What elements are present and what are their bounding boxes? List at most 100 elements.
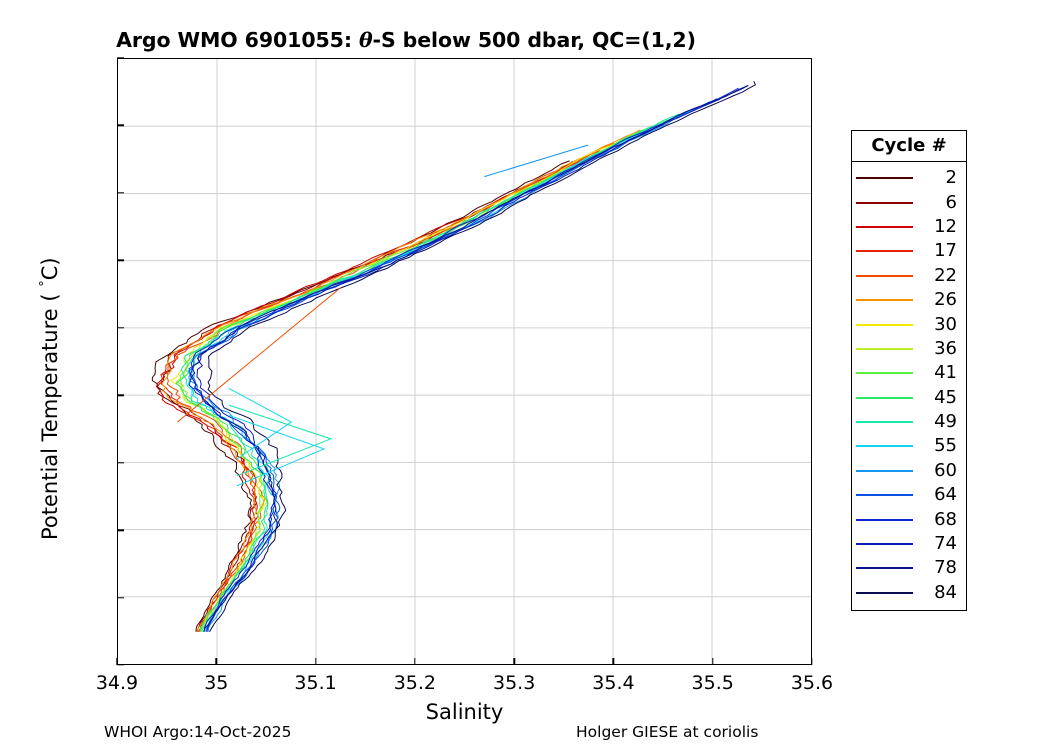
theta-s-outlier bbox=[228, 414, 326, 487]
legend-line-swatch bbox=[856, 469, 913, 472]
y-tick-mark bbox=[117, 664, 124, 666]
legend-item[interactable]: 68 bbox=[852, 507, 966, 531]
theta-s-profile bbox=[175, 113, 680, 632]
y-axis-label: Potential Temperature ( °C) bbox=[38, 257, 62, 540]
x-tick-label: 35.4 bbox=[592, 672, 635, 694]
x-axis-label: Salinity bbox=[425, 700, 504, 724]
x-tick-label: 35.1 bbox=[294, 672, 337, 694]
legend-item-label: 45 bbox=[934, 386, 957, 408]
y-tick-mark bbox=[117, 124, 124, 127]
legend-item[interactable]: 22 bbox=[852, 264, 966, 288]
x-tick-label: 35.5 bbox=[691, 672, 734, 694]
x-tick-label: 35.3 bbox=[492, 672, 536, 694]
x-tick-label: 35.2 bbox=[393, 672, 436, 694]
y-tick-mark bbox=[117, 327, 124, 329]
theta-s-profile bbox=[156, 160, 573, 632]
theta-s-outlier bbox=[228, 404, 333, 477]
x-tick-mark bbox=[811, 658, 813, 665]
footer-right: Holger GIESE at coriolis bbox=[576, 723, 759, 741]
legend-item-label: 41 bbox=[934, 362, 957, 384]
legend-item-label: 68 bbox=[934, 508, 957, 530]
theta-s-profile bbox=[207, 80, 756, 632]
legend-item[interactable]: 6 bbox=[852, 190, 966, 214]
legend-item[interactable]: 84 bbox=[852, 581, 966, 605]
legend-item[interactable]: 30 bbox=[852, 312, 966, 336]
footer-left: WHOI Argo:14-Oct-2025 bbox=[104, 723, 292, 741]
theta-symbol: θ bbox=[358, 28, 373, 52]
theta-s-profile bbox=[175, 131, 640, 633]
theta-s-curves bbox=[151, 80, 756, 633]
legend-line-swatch bbox=[856, 372, 913, 375]
theta-s-profile bbox=[180, 113, 679, 632]
y-tick-mark bbox=[117, 192, 124, 194]
x-tick-mark bbox=[612, 658, 615, 665]
x-tick-label: 35.6 bbox=[790, 672, 834, 694]
legend-item[interactable]: 17 bbox=[852, 239, 966, 263]
theta-s-profile bbox=[161, 129, 641, 632]
x-tick-mark bbox=[513, 658, 515, 665]
theta-s-profile bbox=[188, 98, 718, 632]
y-tick-mark bbox=[117, 259, 124, 262]
legend: Cycle # 2 6 12 17 22 26 30 36 41 45 49 55 60 64 68 74 78… bbox=[851, 130, 967, 612]
legend-line-swatch bbox=[856, 518, 913, 521]
legend-line-swatch bbox=[856, 543, 913, 546]
legend-item[interactable]: 12 bbox=[852, 215, 966, 239]
x-tick-mark bbox=[414, 658, 416, 665]
legend-item-label: 74 bbox=[934, 533, 957, 555]
theta-s-profile bbox=[188, 87, 739, 632]
legend-line-swatch bbox=[856, 494, 913, 497]
legend-line-swatch bbox=[856, 201, 913, 204]
legend-item-label: 49 bbox=[934, 411, 957, 433]
legend-line-swatch bbox=[856, 591, 913, 594]
legend-item[interactable]: 60 bbox=[852, 459, 966, 483]
theta-s-profile bbox=[160, 149, 601, 632]
legend-items: 2 6 12 17 22 26 30 36 41 45 49 55 60 64 68 74 78 84 bbox=[852, 162, 966, 610]
legend-line-swatch bbox=[856, 347, 913, 350]
legend-line-swatch bbox=[856, 421, 913, 424]
x-tick-label: 35 bbox=[204, 672, 229, 694]
legend-line-swatch bbox=[856, 396, 913, 399]
legend-item-label: 36 bbox=[934, 337, 957, 359]
legend-item[interactable]: 2 bbox=[852, 166, 966, 190]
y-tick-mark bbox=[117, 529, 124, 531]
x-tick-label: 34.9 bbox=[95, 672, 139, 694]
x-tick-mark bbox=[314, 658, 317, 665]
legend-item[interactable]: 36 bbox=[852, 337, 966, 361]
legend-item[interactable]: 64 bbox=[852, 483, 966, 507]
legend-item[interactable]: 41 bbox=[852, 361, 966, 385]
legend-item[interactable]: 78 bbox=[852, 556, 966, 580]
legend-item-label: 6 bbox=[945, 191, 957, 213]
theta-s-outlier bbox=[228, 387, 293, 460]
theta-s-profile bbox=[155, 147, 602, 632]
legend-line-swatch bbox=[856, 177, 913, 180]
legend-item[interactable]: 49 bbox=[852, 410, 966, 434]
legend-line-swatch bbox=[856, 250, 913, 253]
plot-area bbox=[117, 58, 812, 665]
legend-item-label: 2 bbox=[945, 167, 957, 189]
degree-symbol: ° bbox=[38, 280, 53, 287]
chart-title: Argo WMO 6901055: θ-S below 500 dbar, QC… bbox=[0, 28, 812, 52]
legend-line-swatch bbox=[856, 567, 913, 570]
legend-item[interactable]: 55 bbox=[852, 434, 966, 458]
legend-title: Cycle # bbox=[852, 131, 966, 162]
legend-line-swatch bbox=[856, 299, 913, 302]
y-tick-mark bbox=[117, 461, 124, 464]
legend-item[interactable]: 26 bbox=[852, 288, 966, 312]
legend-line-swatch bbox=[856, 445, 913, 448]
legend-item-label: 22 bbox=[934, 264, 957, 286]
x-tick-mark bbox=[116, 658, 118, 665]
theta-s-profile bbox=[188, 109, 696, 632]
theta-s-profile bbox=[196, 84, 749, 632]
legend-item[interactable]: 74 bbox=[852, 532, 966, 556]
y-tick-mark bbox=[117, 57, 124, 59]
legend-line-swatch bbox=[856, 274, 913, 277]
legend-item-label: 78 bbox=[934, 557, 957, 579]
chart-title-suffix: -S below 500 dbar, QC=(1,2) bbox=[372, 28, 696, 52]
x-tick-mark bbox=[712, 658, 714, 665]
legend-item-label: 55 bbox=[934, 435, 957, 457]
y-tick-mark bbox=[117, 596, 124, 599]
legend-item-label: 30 bbox=[934, 313, 957, 335]
legend-line-swatch bbox=[856, 225, 913, 228]
legend-item[interactable]: 45 bbox=[852, 386, 966, 410]
y-tick-mark bbox=[117, 394, 124, 396]
